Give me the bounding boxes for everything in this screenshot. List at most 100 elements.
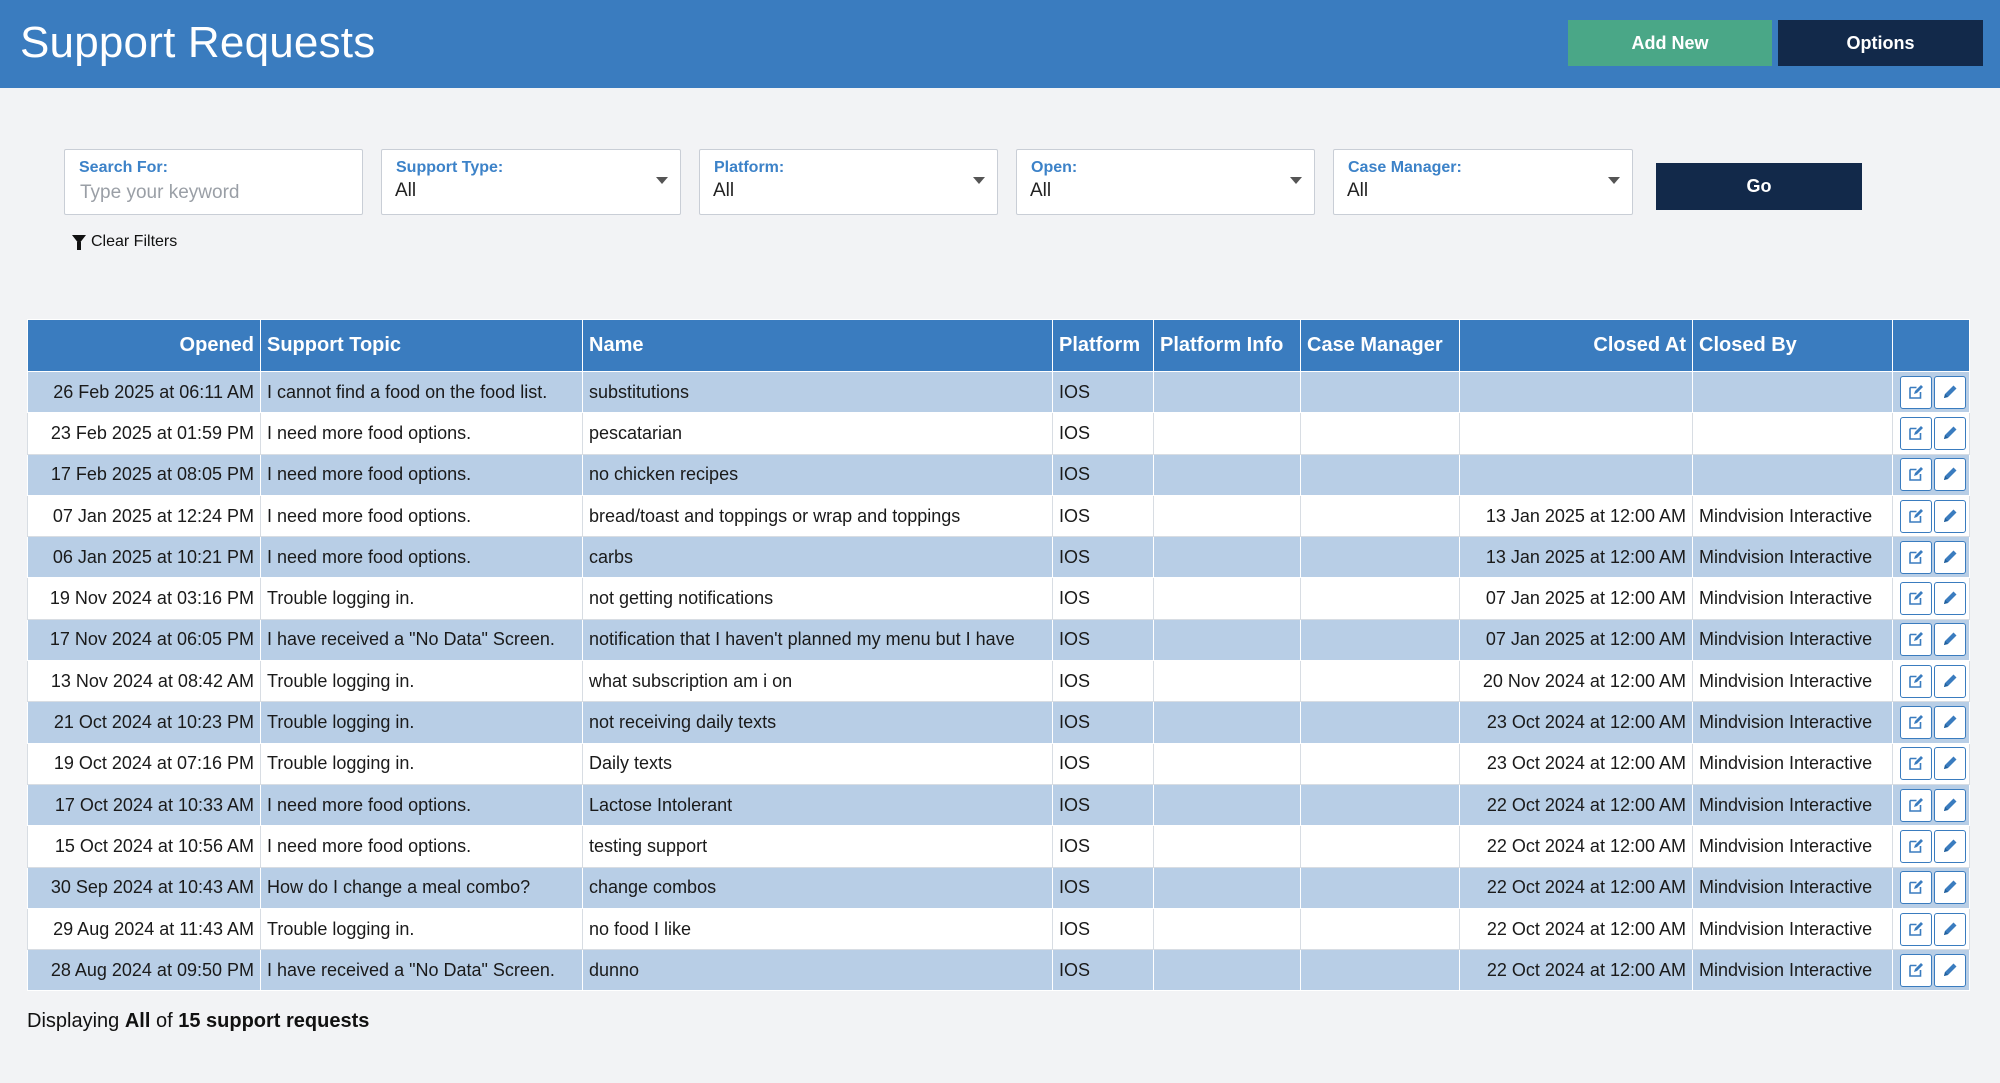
column-header-support-topic[interactable]: Support Topic: [260, 319, 583, 372]
edit-square-icon[interactable]: [1900, 416, 1932, 450]
table-row[interactable]: 17 Feb 2025 at 08:05 PM I need more food …: [27, 453, 1970, 496]
cell-support-topic: Trouble logging in.: [260, 577, 583, 620]
case-manager-select[interactable]: Case Manager: All: [1333, 149, 1633, 215]
edit-square-icon[interactable]: [1900, 953, 1932, 987]
pencil-icon[interactable]: [1934, 912, 1966, 946]
cell-platform-info: [1153, 742, 1301, 785]
pencil-icon[interactable]: [1934, 747, 1966, 781]
table-row[interactable]: 19 Oct 2024 at 07:16 PM Trouble logging i…: [27, 742, 1970, 785]
edit-square-icon[interactable]: [1900, 912, 1932, 946]
cell-closed-at: 23 Oct 2024 at 12:00 AM: [1459, 742, 1693, 785]
column-header-case-manager[interactable]: Case Manager: [1300, 319, 1460, 372]
cell-actions: [1892, 825, 1970, 868]
edit-square-icon[interactable]: [1900, 540, 1932, 574]
cell-platform-info: [1153, 783, 1301, 827]
cell-platform: IOS: [1052, 494, 1154, 538]
edit-square-icon[interactable]: [1900, 788, 1932, 822]
cell-actions: [1892, 660, 1970, 703]
pencil-icon[interactable]: [1934, 540, 1966, 574]
table-row[interactable]: 15 Oct 2024 at 10:56 AM I need more food …: [27, 825, 1970, 868]
column-header-platform[interactable]: Platform: [1052, 319, 1154, 372]
table-row[interactable]: 06 Jan 2025 at 10:21 PM I need more food …: [27, 536, 1970, 579]
cell-case-manager: [1300, 494, 1460, 538]
pencil-icon[interactable]: [1934, 499, 1966, 533]
pencil-icon[interactable]: [1934, 582, 1966, 616]
cell-platform-info: [1153, 866, 1301, 909]
cell-case-manager: [1300, 412, 1460, 455]
pencil-icon[interactable]: [1934, 458, 1966, 492]
table-row[interactable]: 30 Sep 2024 at 10:43 AM How do I change a…: [27, 866, 1970, 909]
go-button[interactable]: Go: [1656, 163, 1862, 210]
table-row[interactable]: 19 Nov 2024 at 03:16 PM Trouble logging i…: [27, 577, 1970, 620]
cell-support-topic: I need more food options.: [260, 453, 583, 496]
table-row[interactable]: 17 Oct 2024 at 10:33 AM I need more food …: [27, 783, 1970, 827]
open-value: All: [1030, 180, 1052, 201]
cell-opened: 13 Nov 2024 at 08:42 AM: [27, 660, 261, 703]
cell-actions: [1892, 783, 1970, 827]
options-button[interactable]: Options: [1778, 20, 1983, 66]
cell-platform: IOS: [1052, 370, 1154, 414]
column-header-name[interactable]: Name: [582, 319, 1053, 372]
table-row[interactable]: 29 Aug 2024 at 11:43 AM Trouble logging i…: [27, 907, 1970, 951]
cell-actions: [1892, 536, 1970, 579]
table-row[interactable]: 23 Feb 2025 at 01:59 PM I need more food …: [27, 412, 1970, 455]
cell-name: not getting notifications: [582, 577, 1053, 620]
table-row[interactable]: 28 Aug 2024 at 09:50 PM I have received a…: [27, 949, 1970, 992]
column-header-closed-by[interactable]: Closed By: [1692, 319, 1893, 372]
cell-platform: IOS: [1052, 742, 1154, 785]
pencil-icon[interactable]: [1934, 375, 1966, 409]
cell-closed-at: 20 Nov 2024 at 12:00 AM: [1459, 660, 1693, 703]
cell-case-manager: [1300, 742, 1460, 785]
search-label: Search For:: [79, 159, 168, 176]
column-header-platform-info[interactable]: Platform Info: [1153, 319, 1301, 372]
platform-label: Platform:: [714, 159, 785, 176]
cell-support-topic: I need more food options.: [260, 825, 583, 868]
support-type-select[interactable]: Support Type: All: [381, 149, 681, 215]
pencil-icon[interactable]: [1934, 706, 1966, 740]
column-header-opened[interactable]: Opened: [27, 319, 261, 372]
edit-square-icon[interactable]: [1900, 871, 1932, 905]
cell-actions: [1892, 907, 1970, 951]
edit-square-icon[interactable]: [1900, 582, 1932, 616]
results-summary: Displaying All of 15 support requests: [27, 1010, 369, 1033]
cell-closed-by: Mindvision Interactive: [1692, 577, 1893, 620]
platform-select[interactable]: Platform: All: [699, 149, 998, 215]
pencil-icon[interactable]: [1934, 871, 1966, 905]
edit-square-icon[interactable]: [1900, 664, 1932, 698]
edit-square-icon[interactable]: [1900, 458, 1932, 492]
table-row[interactable]: 21 Oct 2024 at 10:23 PM Trouble logging i…: [27, 701, 1970, 744]
edit-square-icon[interactable]: [1900, 747, 1932, 781]
header-bar: Support Requests Add New Options: [0, 0, 2000, 88]
cell-platform: IOS: [1052, 907, 1154, 951]
cell-platform-info: [1153, 577, 1301, 620]
edit-square-icon[interactable]: [1900, 499, 1932, 533]
edit-square-icon[interactable]: [1900, 623, 1932, 657]
cell-name: pescatarian: [582, 412, 1053, 455]
pencil-icon[interactable]: [1934, 953, 1966, 987]
edit-square-icon[interactable]: [1900, 829, 1932, 863]
table-row[interactable]: 13 Nov 2024 at 08:42 AM Trouble logging i…: [27, 660, 1970, 703]
cell-platform: IOS: [1052, 866, 1154, 909]
add-new-button[interactable]: Add New: [1568, 20, 1772, 66]
search-input[interactable]: [66, 178, 343, 208]
search-filter[interactable]: Search For:: [64, 149, 363, 215]
pencil-icon[interactable]: [1934, 664, 1966, 698]
table-row[interactable]: 26 Feb 2025 at 06:11 AM I cannot find a f…: [27, 370, 1970, 414]
clear-filters-link[interactable]: Clear Filters: [72, 233, 177, 251]
pencil-icon[interactable]: [1934, 623, 1966, 657]
cell-support-topic: Trouble logging in.: [260, 742, 583, 785]
column-header-closed-at[interactable]: Closed At: [1459, 319, 1693, 372]
cell-closed-at: 22 Oct 2024 at 12:00 AM: [1459, 949, 1693, 992]
cell-opened: 23 Feb 2025 at 01:59 PM: [27, 412, 261, 455]
table-row[interactable]: 17 Nov 2024 at 06:05 PM I have received a…: [27, 618, 1970, 662]
cell-platform-info: [1153, 370, 1301, 414]
edit-square-icon[interactable]: [1900, 375, 1932, 409]
cell-support-topic: Trouble logging in.: [260, 701, 583, 744]
table-row[interactable]: 07 Jan 2025 at 12:24 PM I need more food …: [27, 494, 1970, 538]
pencil-icon[interactable]: [1934, 829, 1966, 863]
pencil-icon[interactable]: [1934, 416, 1966, 450]
pencil-icon[interactable]: [1934, 788, 1966, 822]
cell-name: bread/toast and toppings or wrap and top…: [582, 494, 1053, 538]
edit-square-icon[interactable]: [1900, 706, 1932, 740]
open-select[interactable]: Open: All: [1016, 149, 1315, 215]
